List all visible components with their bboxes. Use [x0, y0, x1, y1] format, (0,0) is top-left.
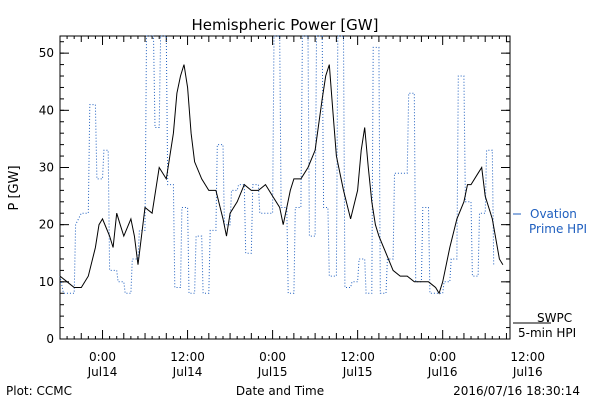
y-tick-label: 50 — [39, 46, 54, 60]
legend-ovation-label-2: Prime HPI — [529, 222, 587, 236]
x-tick-date-label: Jul15 — [257, 365, 288, 379]
plot-credit: Plot: CCMC — [6, 384, 72, 398]
y-axis-label: P [GW] — [7, 165, 22, 210]
plot-frame — [59, 35, 511, 340]
x-tick-date-label: Jul16 — [512, 365, 543, 379]
chart-title: Hemispheric Power [GW] — [192, 16, 379, 34]
plot-timestamp: 2016/07/16 18:30:14 — [453, 384, 580, 398]
legend-swpc-label-2: 5-min HPI — [518, 326, 576, 340]
y-tick-label: 10 — [39, 275, 54, 289]
x-tick-time-label: 0:00 — [259, 350, 286, 364]
y-tick-label: 0 — [46, 332, 54, 346]
x-tick-time-label: 0:00 — [429, 350, 456, 364]
x-tick-time-label: 12:00 — [340, 350, 375, 364]
x-tick-date-label: Jul14 — [87, 365, 118, 379]
x-tick-time-label: 0:00 — [89, 350, 116, 364]
x-tick-date-label: Jul14 — [172, 365, 203, 379]
y-tick-label: 40 — [39, 103, 54, 117]
legend: Ovation Prime HPI SWPC 5-min HPI — [513, 207, 587, 340]
x-tick-time-label: 12:00 — [510, 350, 545, 364]
x-tick-date-label: Jul16 — [427, 365, 458, 379]
series-swpc-line — [59, 64, 504, 295]
y-tick-label: 30 — [39, 160, 54, 174]
x-tick-date-label: Jul15 — [342, 365, 373, 379]
legend-ovation-label: Ovation — [530, 207, 577, 221]
series-ovation-line — [59, 35, 495, 294]
y-tick-label: 20 — [39, 218, 54, 232]
plot-axes: 010203040500:00Jul1412:00Jul140:00Jul151… — [39, 35, 545, 379]
plot-series — [59, 35, 504, 295]
x-tick-time-label: 12:00 — [170, 350, 205, 364]
x-axis-label: Date and Time — [236, 384, 324, 398]
legend-swpc-label: SWPC — [537, 311, 572, 325]
